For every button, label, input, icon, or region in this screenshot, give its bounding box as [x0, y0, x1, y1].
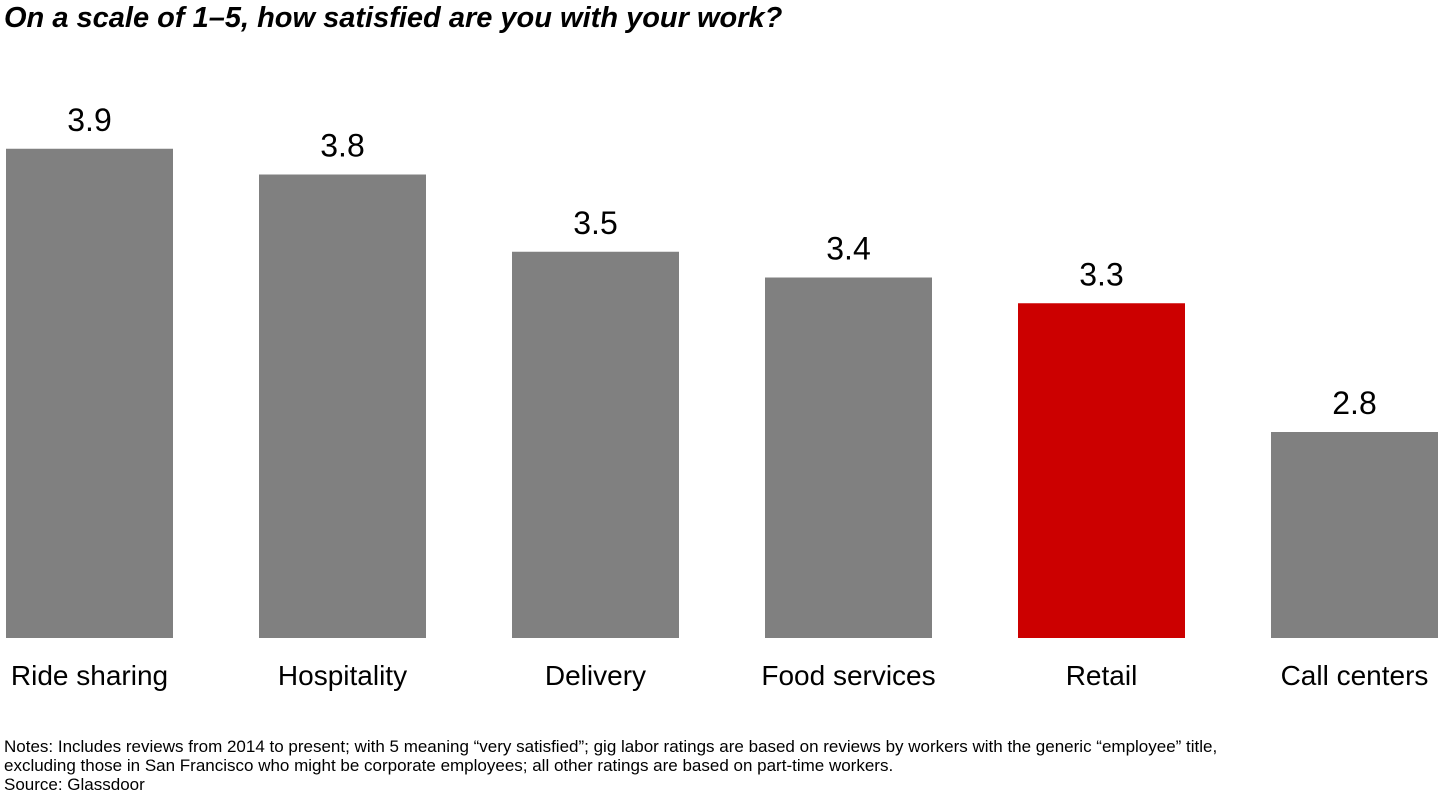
source-line: Source: Glassdoor: [4, 775, 145, 794]
value-label: 3.4: [826, 231, 870, 267]
value-label: 3.5: [573, 205, 617, 241]
category-label: Ride sharing: [11, 660, 168, 691]
category-label: Call centers: [1281, 660, 1429, 691]
category-label: Retail: [1066, 660, 1138, 691]
category-label: Delivery: [545, 660, 646, 691]
bar-call-centers: [1271, 432, 1438, 638]
value-label: 3.3: [1079, 256, 1123, 292]
category-label: Hospitality: [278, 660, 407, 691]
value-label: 3.9: [67, 102, 111, 138]
chart-title: On a scale of 1–5, how satisfied are you…: [4, 2, 783, 34]
category-label: Food services: [761, 660, 935, 691]
bar-hospitality: [259, 174, 426, 638]
value-label: 2.8: [1332, 385, 1376, 421]
bar-ride-sharing: [6, 148, 173, 638]
bar-chart: 3.9 Ride sharing 3.8 Hospitality 3.5 Delivery…: [6, 102, 1438, 691]
notes-line-1: Notes: Includes reviews from 2014 to pre…: [4, 737, 1218, 756]
bar-food-services: [765, 277, 932, 638]
bar-delivery: [512, 251, 679, 638]
bar-retail: [1018, 303, 1185, 638]
notes-line-2: excluding those in San Francisco who mig…: [4, 756, 894, 775]
chart-notes: Notes: Includes reviews from 2014 to pre…: [4, 737, 1440, 794]
value-label: 3.8: [320, 128, 364, 164]
